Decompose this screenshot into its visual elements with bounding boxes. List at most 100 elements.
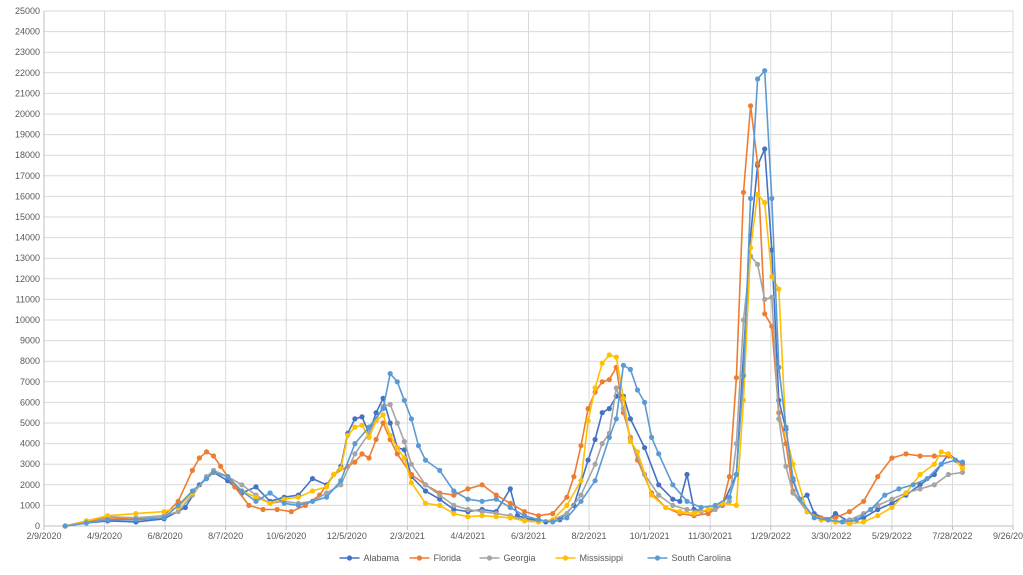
legend-item-mississippi: Mississippi <box>555 553 623 563</box>
data-point-mississippi <box>507 515 513 521</box>
x-tick-label: 9/26/2022 <box>993 531 1023 541</box>
data-point-south-carolina <box>896 486 902 492</box>
data-point-mississippi <box>295 494 301 500</box>
data-point-south-carolina <box>267 490 273 496</box>
data-point-alabama <box>599 410 605 416</box>
data-point-florida <box>507 500 513 506</box>
data-point-florida <box>740 189 747 195</box>
data-point-georgia <box>479 509 485 515</box>
data-point-south-carolina <box>755 76 761 82</box>
data-point-alabama <box>182 504 188 511</box>
legend-label-georgia: Georgia <box>504 553 536 563</box>
data-point-south-carolina <box>451 488 457 494</box>
data-point-florida <box>493 492 499 498</box>
data-point-south-carolina <box>211 469 217 475</box>
y-tick-label: 0 <box>35 521 40 531</box>
data-point-south-carolina <box>620 362 627 368</box>
data-point-south-carolina <box>550 519 556 525</box>
data-point-georgia <box>599 441 605 447</box>
data-point-florida <box>875 474 881 480</box>
x-tick-label: 1/29/2022 <box>751 531 791 541</box>
data-point-south-carolina <box>606 434 612 440</box>
data-point-mississippi <box>649 492 655 498</box>
data-point-florida <box>465 486 471 492</box>
data-point-alabama <box>889 500 895 506</box>
data-point-south-carolina <box>726 494 733 500</box>
data-point-alabama <box>670 496 676 502</box>
data-point-mississippi <box>437 502 443 508</box>
data-point-alabama <box>422 488 429 494</box>
data-point-florida <box>861 498 867 504</box>
series-group <box>62 68 966 529</box>
data-point-florida <box>931 453 937 459</box>
x-tick-label: 11/30/2021 <box>688 531 732 541</box>
data-point-florida <box>917 453 923 459</box>
data-point-florida <box>755 160 761 166</box>
data-point-mississippi <box>938 449 944 455</box>
legend-marker-mississippi <box>562 555 569 561</box>
data-point-mississippi <box>875 513 881 519</box>
data-point-florida <box>571 474 577 480</box>
data-point-mississippi <box>861 519 867 525</box>
data-point-mississippi <box>521 518 528 524</box>
data-point-florida <box>175 498 181 504</box>
axes: 0 1000 2000 3000 4000 5000 6000 7000 8000 9000 100… <box>15 6 1023 541</box>
data-point-south-carolina <box>83 520 89 526</box>
data-point-georgia <box>670 502 676 508</box>
data-point-florida <box>451 492 457 498</box>
y-tick-label: 5000 <box>20 418 40 428</box>
legend-item-alabama: Alabama <box>339 553 400 563</box>
y-tick-label: 8000 <box>20 356 40 366</box>
y-tick-label: 13000 <box>15 253 40 263</box>
data-point-georgia <box>783 463 789 469</box>
data-point-alabama <box>684 471 690 478</box>
x-tick-label: 10/1/2021 <box>630 531 670 541</box>
legend-marker-florida <box>416 555 423 561</box>
data-point-south-carolina <box>790 476 796 482</box>
data-point-alabama <box>642 445 648 451</box>
data-point-mississippi <box>133 510 139 517</box>
x-tick-label: 3/30/2022 <box>811 531 851 541</box>
data-point-alabama <box>309 476 316 482</box>
data-point-georgia <box>387 401 393 408</box>
data-point-mississippi <box>253 494 259 500</box>
legend-marker-alabama <box>346 555 353 561</box>
data-point-mississippi <box>663 504 669 511</box>
data-point-alabama <box>253 484 259 490</box>
data-point-south-carolina <box>281 500 287 506</box>
data-point-south-carolina <box>853 517 860 523</box>
data-point-florida <box>260 506 266 513</box>
data-point-south-carolina <box>366 424 372 430</box>
data-point-mississippi <box>161 509 167 515</box>
legend-label-south-carolina: South Carolina <box>672 553 732 563</box>
data-point-south-carolina <box>479 498 485 504</box>
data-point-florida <box>578 443 584 449</box>
data-point-south-carolina <box>239 488 245 494</box>
legend: Alabama Florida Georgia Mississippi South Ca… <box>339 553 732 563</box>
data-point-mississippi <box>267 500 273 506</box>
data-point-south-carolina <box>415 443 422 449</box>
data-point-florida <box>748 103 754 109</box>
data-point-south-carolina <box>309 498 316 504</box>
x-tick-label: 7/28/2022 <box>932 531 972 541</box>
x-tick-label: 6/3/2021 <box>511 531 546 541</box>
data-point-florida <box>705 510 711 517</box>
data-point-florida <box>585 406 591 412</box>
data-point-alabama <box>592 436 598 443</box>
data-point-florida <box>218 463 224 469</box>
data-point-south-carolina <box>401 397 407 403</box>
data-point-mississippi <box>634 449 641 455</box>
legend-label-alabama: Alabama <box>364 553 400 563</box>
data-point-south-carolina <box>839 519 846 525</box>
y-tick-label: 10000 <box>15 315 40 325</box>
data-point-south-carolina <box>712 502 718 508</box>
data-point-south-carolina <box>811 515 817 521</box>
data-point-south-carolina <box>493 496 499 502</box>
data-point-georgia <box>437 492 443 498</box>
data-point-mississippi <box>105 513 111 519</box>
y-tick-label: 22000 <box>15 68 40 78</box>
data-point-mississippi <box>387 432 393 438</box>
data-point-south-carolina <box>776 364 782 370</box>
data-point-florida <box>521 509 528 515</box>
